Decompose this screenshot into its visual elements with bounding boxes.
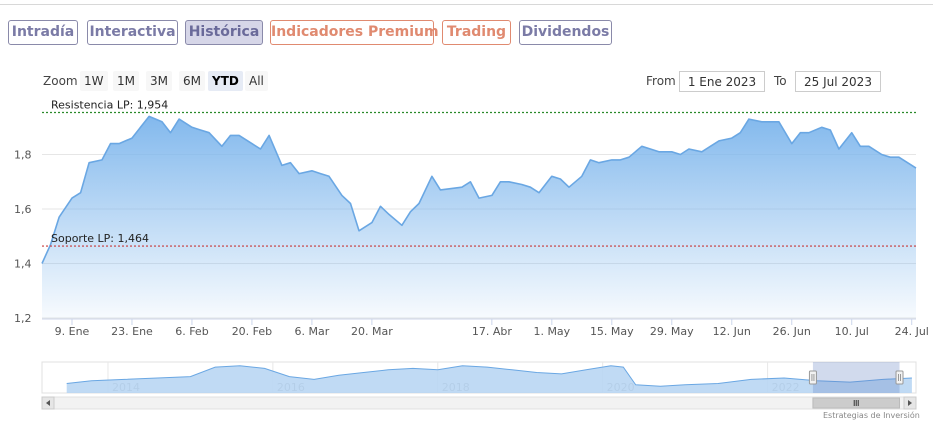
price-line — [41, 115, 917, 264]
x-tick-label: 12. Jun — [713, 325, 751, 338]
tab-trading[interactable]: Trading — [442, 20, 511, 45]
tab-dividendos[interactable]: Dividendos — [519, 20, 612, 45]
navigator-window — [812, 362, 900, 393]
zoom-ytd-button[interactable]: YTD — [208, 71, 243, 91]
x-tick-label: 26. Jun — [773, 325, 811, 338]
x-tick-label: 6. Feb — [175, 325, 208, 338]
range-to-input[interactable] — [795, 71, 881, 92]
zoom-all-button[interactable]: All — [245, 71, 268, 91]
credit-label: Estrategias de Inversión — [823, 411, 920, 420]
tab-indicadores-premium[interactable]: Indicadores Premium — [270, 20, 439, 45]
scroll-right-icon — [908, 400, 912, 406]
x-axis: 9. Ene 23. Ene 6. Feb 20. Feb 6. Mar 20. Mar 1… — [42, 318, 929, 338]
x-tick-label: 15. May — [590, 325, 634, 338]
scroll-left-icon — [46, 400, 50, 406]
scrollbar-track — [41, 396, 917, 410]
range-from-input[interactable] — [679, 71, 765, 92]
price-series — [41, 115, 917, 319]
x-tick-label: 9. Ene — [55, 325, 90, 338]
zoom-1m-button[interactable]: 1M — [113, 71, 139, 91]
y-tick-label: 1,2 — [14, 312, 32, 325]
x-tick-label: 20. Mar — [351, 325, 393, 338]
y-axis: 1,2 1,4 1,6 1,8 — [14, 149, 32, 326]
tab-historica[interactable]: Histórica — [185, 20, 263, 45]
range-from-label: From — [646, 74, 676, 88]
navigator-right-handle — [895, 370, 904, 385]
zoom-6m-button[interactable]: 6M — [179, 71, 205, 91]
x-tick-label: 17. Abr — [472, 325, 512, 338]
navigator-left-handle — [808, 370, 817, 385]
navigator-line — [66, 365, 912, 387]
x-tick-label: 1. May — [533, 325, 570, 338]
zoom-1w-button[interactable]: 1W — [80, 71, 108, 91]
x-tick-label: 29. May — [650, 325, 694, 338]
top-border — [0, 4, 933, 5]
x-tick-label: 20. Feb — [232, 325, 272, 338]
support-label: Soporte LP: 1,464 — [51, 232, 149, 245]
navigator[interactable]: 20142016201820202022 — [41, 361, 917, 394]
x-tick-label: 24. Jul — [895, 325, 929, 338]
y-tick-label: 1,6 — [14, 203, 32, 216]
level-lines: Resistencia LP: 1,954 Soporte LP: 1,464 — [42, 99, 916, 247]
tab-intradia[interactable]: Intradía — [8, 20, 78, 45]
x-tick-label: 10. Jul — [835, 325, 869, 338]
zoom-3m-button[interactable]: 3M — [146, 71, 172, 91]
resistance-label: Resistencia LP: 1,954 — [51, 99, 168, 112]
zoom-label: Zoom — [43, 74, 78, 88]
y-tick-label: 1,4 — [14, 258, 32, 271]
tab-interactiva[interactable]: Interactiva — [87, 20, 178, 45]
y-tick-label: 1,8 — [14, 149, 32, 162]
x-tick-label: 23. Ene — [111, 325, 153, 338]
scrollbar[interactable] — [41, 396, 917, 410]
navigator-area — [66, 365, 912, 393]
price-area — [42, 116, 916, 319]
x-tick-label: 6. Mar — [295, 325, 330, 338]
range-to-label: To — [774, 74, 787, 88]
